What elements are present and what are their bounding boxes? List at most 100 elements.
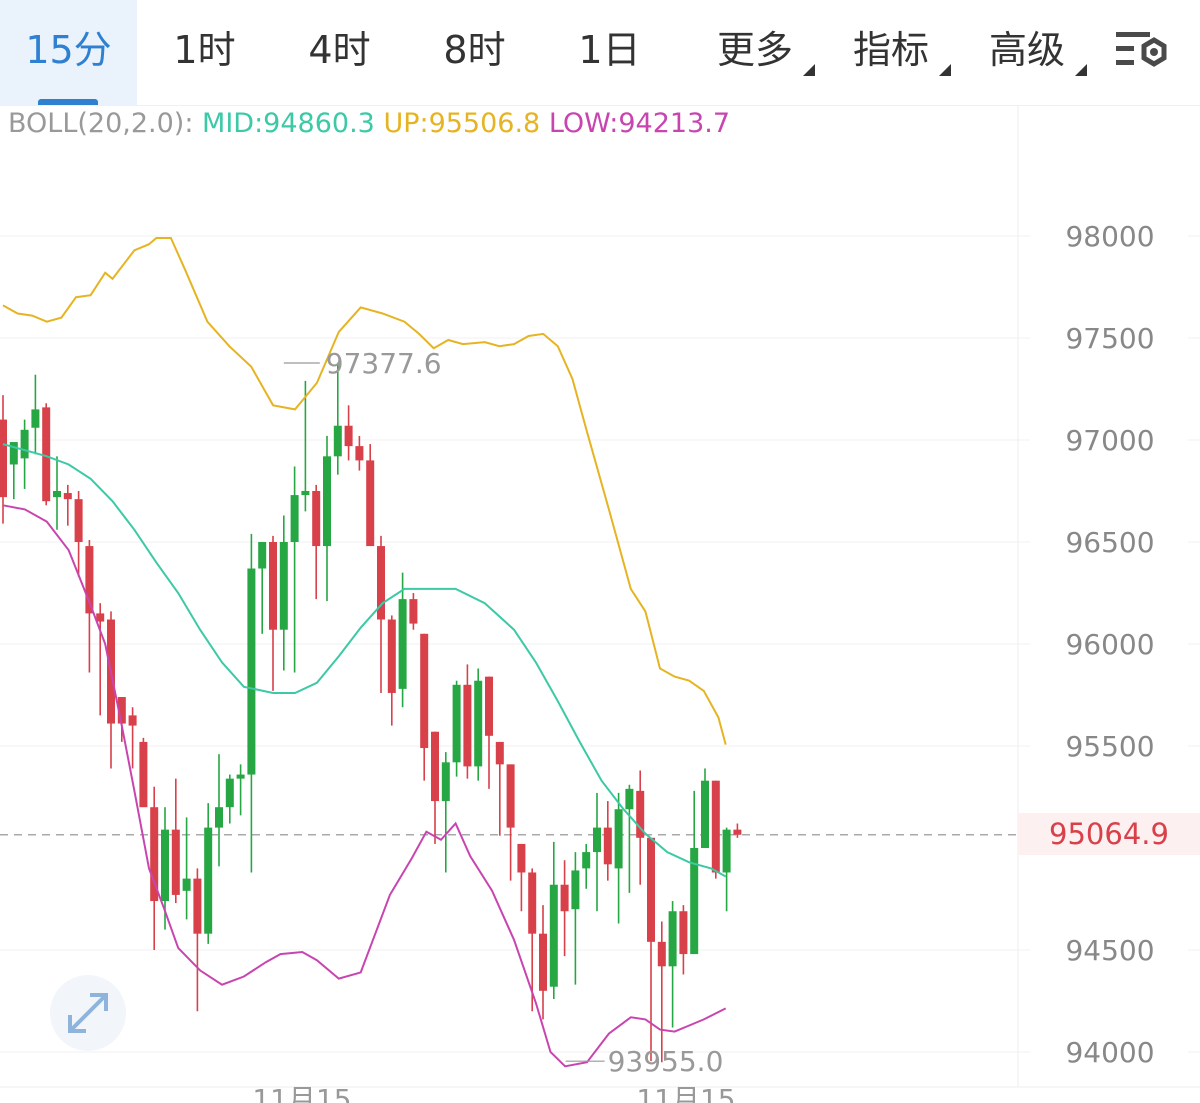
time-tick-label: 11月15 bbox=[252, 1083, 351, 1103]
price-tick-label: 94500 bbox=[1065, 934, 1154, 967]
candle bbox=[582, 843, 591, 889]
tab-more[interactable]: 更多 bbox=[700, 0, 815, 105]
candle bbox=[549, 841, 558, 999]
candle bbox=[517, 843, 526, 912]
candle-body bbox=[603, 827, 612, 865]
candle-body bbox=[668, 911, 677, 967]
current-price-tag: 95064.9 bbox=[1018, 813, 1200, 855]
candle bbox=[344, 405, 353, 461]
candle-body bbox=[431, 731, 439, 802]
candle bbox=[312, 484, 321, 600]
candle bbox=[128, 707, 137, 769]
candlestick-chart[interactable]: 97377.6 93955.0 98000 97500 97000 96500 96000… bbox=[0, 106, 1200, 1103]
tab-1h[interactable]: 1时 bbox=[137, 0, 272, 105]
candle bbox=[560, 860, 569, 957]
candle bbox=[258, 542, 267, 634]
candle-body bbox=[571, 870, 580, 910]
candle bbox=[236, 764, 245, 816]
candle-body bbox=[225, 778, 234, 808]
expand-arrows-icon bbox=[68, 993, 108, 1033]
candle-body bbox=[193, 878, 202, 934]
price-tick-label: 96000 bbox=[1065, 628, 1154, 661]
tab-8h[interactable]: 8时 bbox=[407, 0, 542, 105]
boll-mid-line bbox=[2, 443, 727, 878]
candle bbox=[603, 801, 612, 881]
boll-low-value: LOW:94213.7 bbox=[548, 108, 731, 139]
candle bbox=[614, 792, 623, 924]
candle-body bbox=[420, 633, 429, 749]
candle-body bbox=[128, 715, 137, 726]
candle-body bbox=[247, 568, 256, 775]
candle bbox=[593, 792, 601, 912]
boll-bands bbox=[2, 237, 727, 1068]
candle bbox=[74, 491, 83, 577]
tab-15min[interactable]: 15分 bbox=[0, 0, 137, 105]
candle bbox=[528, 868, 537, 1012]
candle-body bbox=[582, 852, 591, 869]
candle-body bbox=[474, 680, 483, 767]
candle-body bbox=[517, 843, 526, 873]
candle-body bbox=[593, 827, 601, 853]
tab-label: 更多 bbox=[716, 28, 793, 72]
candle-body bbox=[0, 419, 7, 498]
candle-body bbox=[269, 542, 277, 630]
chart-settings-button[interactable] bbox=[1112, 26, 1172, 80]
candle bbox=[474, 668, 483, 781]
high-annotation: 97377.6 bbox=[326, 347, 442, 380]
dropdown-triangle-icon bbox=[939, 64, 951, 76]
boll-upper-line bbox=[2, 237, 727, 745]
candle bbox=[420, 633, 429, 781]
candle bbox=[625, 784, 634, 893]
candle-body bbox=[150, 807, 159, 902]
tab-4h[interactable]: 4时 bbox=[272, 0, 407, 105]
candle-body bbox=[139, 741, 148, 808]
candle-body bbox=[312, 491, 321, 547]
candle bbox=[150, 786, 159, 950]
chart-settings-icon bbox=[1116, 32, 1167, 67]
candle-body bbox=[279, 542, 288, 630]
candle bbox=[452, 680, 461, 777]
dropdown-triangle-icon bbox=[803, 64, 815, 76]
candle-body bbox=[290, 495, 299, 542]
candle-body bbox=[258, 542, 267, 569]
candle bbox=[387, 615, 396, 726]
candle-body bbox=[722, 829, 731, 873]
candle-body bbox=[215, 807, 223, 828]
candle bbox=[225, 774, 234, 824]
candle-body bbox=[409, 599, 418, 624]
candle bbox=[647, 837, 655, 1062]
candle-body bbox=[74, 499, 83, 542]
chart-grid bbox=[0, 235, 1200, 1053]
dropdown-triangle-icon bbox=[1075, 64, 1087, 76]
candle bbox=[301, 380, 310, 512]
candle bbox=[204, 803, 213, 944]
candle-body bbox=[463, 684, 472, 767]
candle bbox=[690, 790, 699, 955]
fullscreen-button[interactable] bbox=[50, 975, 126, 1051]
candle-body bbox=[161, 829, 169, 902]
candle-body bbox=[398, 599, 407, 689]
candle-body bbox=[441, 762, 450, 802]
candle bbox=[657, 921, 666, 1063]
candle-body bbox=[690, 848, 699, 955]
candle bbox=[171, 778, 180, 904]
candle-body bbox=[549, 884, 558, 987]
candle-body bbox=[366, 460, 375, 547]
candle bbox=[495, 741, 504, 836]
tab-indicators[interactable]: 指标 bbox=[836, 0, 951, 105]
tab-label: 15分 bbox=[25, 28, 112, 72]
boll-mid-value: MID:94860.3 bbox=[202, 108, 375, 139]
candle-body bbox=[333, 425, 342, 457]
candle-body bbox=[711, 780, 720, 873]
candle bbox=[323, 435, 331, 602]
tab-advanced[interactable]: 高级 bbox=[972, 0, 1087, 105]
time-axis-labels: 11月15 11月15 bbox=[0, 1083, 1200, 1103]
price-tick-label: 97500 bbox=[1065, 322, 1154, 355]
candle bbox=[333, 362, 342, 475]
candle-body bbox=[355, 446, 364, 461]
candle bbox=[215, 754, 223, 867]
tab-label: 8时 bbox=[443, 28, 506, 72]
tab-1d[interactable]: 1日 bbox=[542, 0, 677, 105]
candle bbox=[409, 593, 418, 630]
boll-lower-line bbox=[2, 504, 727, 1068]
